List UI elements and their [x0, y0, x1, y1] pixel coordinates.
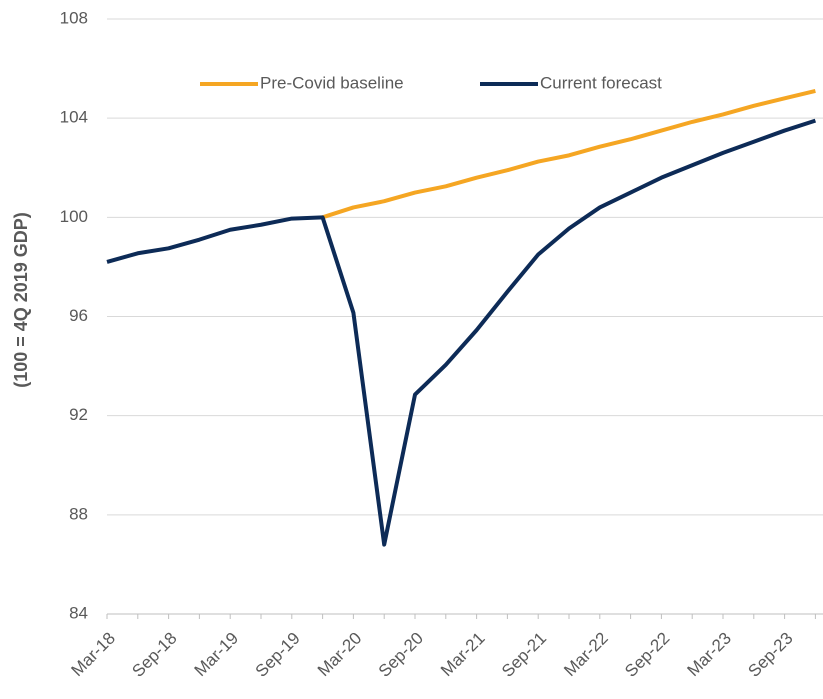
x-tick-label: Sep-18: [128, 629, 180, 681]
y-tick-label: 104: [60, 108, 88, 127]
x-tick-label: Mar-22: [560, 629, 612, 681]
x-tick-label: Mar-19: [191, 629, 243, 681]
x-tick-label: Sep-21: [498, 629, 550, 681]
y-tick-label: 92: [69, 405, 88, 424]
x-tick-label: Mar-18: [67, 629, 119, 681]
y-tick-label: 88: [69, 504, 88, 523]
legend-label: Pre-Covid baseline: [260, 73, 404, 92]
y-axis-label: (100 = 4Q 2019 GDP): [11, 212, 31, 388]
x-tick-label: Mar-20: [314, 629, 366, 681]
y-tick-label: 108: [60, 8, 88, 27]
x-tick-label: Mar-21: [437, 629, 489, 681]
legend-label: Current forecast: [540, 73, 662, 92]
y-tick-label: 96: [69, 306, 88, 325]
x-tick-label: Sep-23: [744, 629, 796, 681]
x-tick-label: Sep-19: [252, 629, 304, 681]
x-tick-label: Sep-20: [375, 629, 427, 681]
line-series: [106, 118, 817, 547]
y-tick-label: 84: [69, 603, 88, 622]
line-series: [321, 88, 816, 220]
y-tick-label: 100: [60, 207, 88, 226]
x-tick-label: Mar-23: [683, 629, 735, 681]
x-tick-label: Sep-22: [621, 629, 673, 681]
